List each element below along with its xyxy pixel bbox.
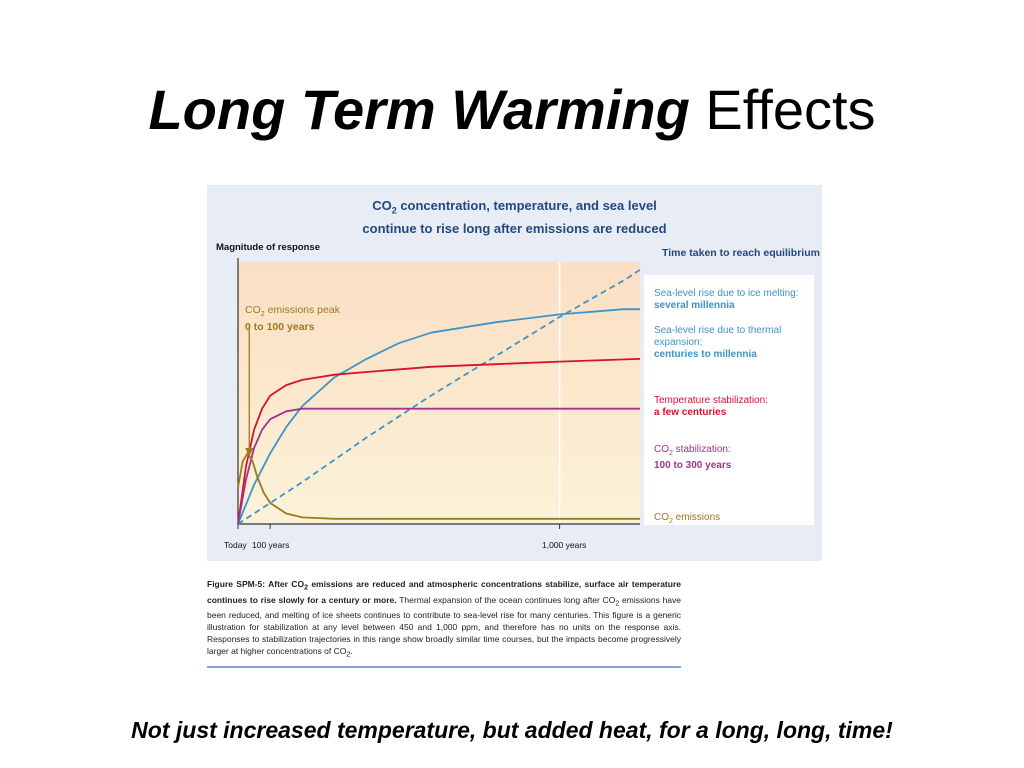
plot-area xyxy=(237,258,641,529)
series-line-4 xyxy=(237,452,640,520)
y-axis-label: Magnitude of response xyxy=(216,242,320,253)
plot-background xyxy=(238,262,640,524)
series-line-2 xyxy=(237,358,641,525)
series-line-0 xyxy=(237,269,641,525)
slide-title-plain: Effects xyxy=(705,78,876,141)
footer-text: Not just increased temperature, but adde… xyxy=(131,717,893,743)
peak-arrow-head xyxy=(245,448,254,457)
x-tick-label: Today xyxy=(224,540,247,550)
slide-title-strong: Long Term Warming xyxy=(148,78,690,141)
caption-rule xyxy=(207,666,681,668)
series-line-3 xyxy=(237,407,640,525)
legend-co2-emissions: CO2 emissions xyxy=(654,512,721,525)
legend-temperature: Temperature stabilization: a few centuri… xyxy=(654,395,768,418)
series-line-1 xyxy=(237,308,640,525)
slide-title: Long Term Warming Effects xyxy=(0,78,1024,142)
x-tick-label: 1,000 years xyxy=(542,540,587,550)
equilibrium-heading: Time taken to reach equilibrium xyxy=(662,247,820,259)
emissions-peak-annotation: CO2 emissions peak 0 to 100 years xyxy=(245,304,340,334)
chart-title: CO2 concentration, temperature, and sea … xyxy=(362,198,667,236)
legend-co2-stabilization: CO2 stabilization: 100 to 300 years xyxy=(654,444,732,471)
figure-caption: Figure SPM-5: After CO2 emissions are re… xyxy=(207,579,682,660)
figure-panel: CO2 concentration, temperature, and sea … xyxy=(207,185,822,561)
legend-panel xyxy=(644,275,814,525)
legend-ice-melting: Sea-level rise due to ice melting: sever… xyxy=(654,288,799,311)
legend-thermal-expansion: Sea-level rise due to thermal expansion:… xyxy=(654,325,782,360)
x-tick-label: 100 years xyxy=(252,540,290,550)
